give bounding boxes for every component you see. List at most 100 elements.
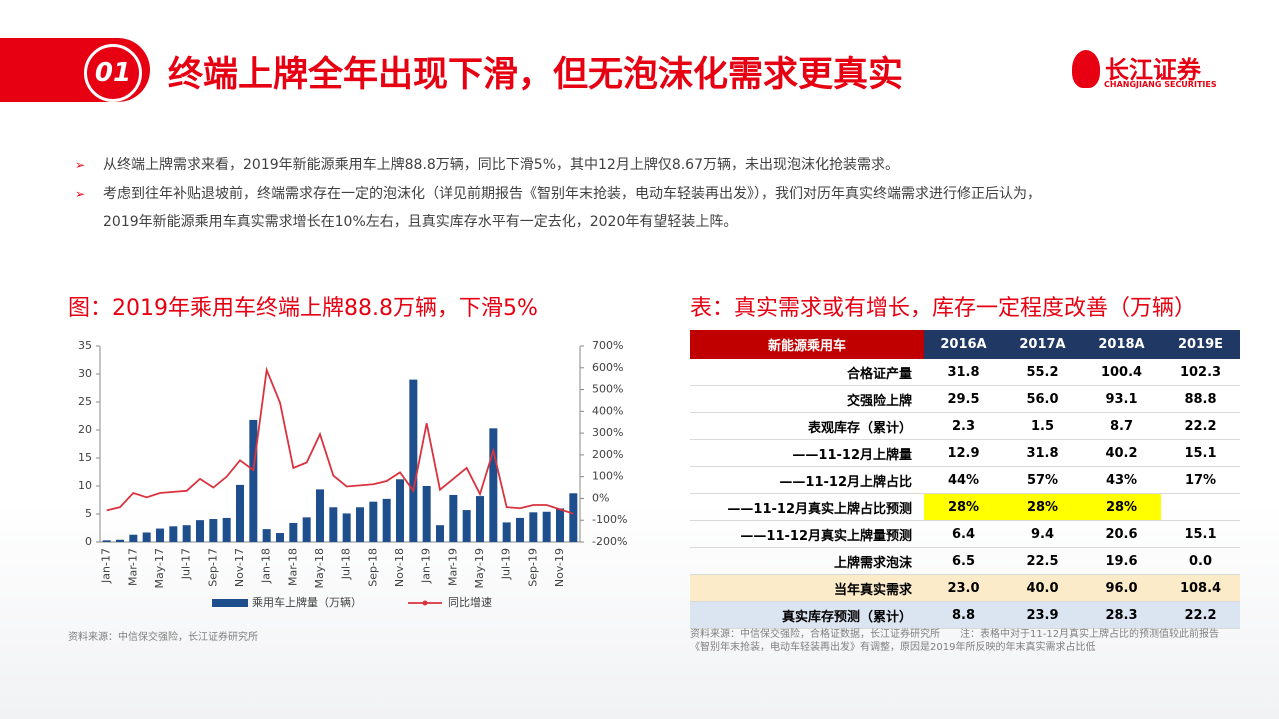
section-number: 01 — [84, 44, 142, 102]
table-cell: 17% — [1161, 466, 1240, 494]
table-row: 上牌需求泡沫 6.5 22.5 19.6 0.0 — [690, 547, 1240, 575]
x-tick-label: Jul-17 — [180, 548, 193, 580]
y-tick-label: 20 — [78, 423, 92, 436]
legend-label: 乘用车上牌量（万辆） — [252, 595, 362, 609]
x-tick-label: Sep-17 — [206, 548, 219, 587]
table-cell: 28% — [1082, 493, 1161, 521]
table-row: 当年真实需求 23.0 40.0 96.0 108.4 — [690, 574, 1240, 602]
table-cell: 23.0 — [924, 574, 1003, 602]
table-cell — [1161, 493, 1240, 521]
y-tick-label: 10 — [78, 479, 92, 492]
header-cell: 2019E — [1161, 330, 1240, 359]
table-cell: ——11-12月真实上牌占比预测 — [690, 493, 924, 521]
header-cell: 2018A — [1082, 330, 1161, 359]
bar — [542, 511, 551, 542]
chart-source: 资料来源：中信保交强险，长江证券研究所 — [68, 632, 258, 643]
x-tick-label: Mar-18 — [286, 548, 299, 586]
table-cell: 28% — [924, 493, 1003, 521]
bar — [449, 494, 458, 542]
bar — [209, 519, 218, 542]
legend-swatch — [212, 599, 248, 607]
table-cell: 表观库存（累计） — [690, 412, 924, 440]
table-cell: 8.7 — [1082, 412, 1161, 440]
bar — [142, 532, 151, 542]
bar — [249, 419, 258, 542]
bar — [329, 507, 338, 542]
bullet-text: 从终端上牌需求来看，2019年新能源乘用车上牌88.8万辆，同比下滑5%，其中1… — [103, 157, 899, 173]
x-tick-label: Jul-18 — [340, 548, 353, 580]
y2-tick-label: 400% — [592, 404, 623, 417]
bar — [182, 525, 191, 542]
table-cell: 15.1 — [1161, 439, 1240, 467]
table-cell: 12.9 — [924, 439, 1003, 467]
bar — [129, 534, 138, 542]
table-cell: 22.2 — [1161, 412, 1240, 440]
table-cell: 上牌需求泡沫 — [690, 547, 924, 575]
x-tick-label: Jan-17 — [100, 548, 113, 584]
table-cell: 43% — [1082, 466, 1161, 494]
table-cell: 22.5 — [1003, 547, 1082, 575]
y2-tick-label: 0% — [592, 491, 609, 504]
bar — [476, 496, 484, 542]
table-cell: 108.4 — [1161, 574, 1240, 602]
bar — [516, 517, 524, 542]
logo-subtext: CHANGJIANG SECURITIES — [1104, 80, 1217, 89]
table-cell: 20.6 — [1082, 520, 1161, 548]
bar — [382, 498, 391, 542]
y-tick-label: 0 — [85, 535, 92, 548]
table-cell: 29.5 — [924, 385, 1003, 413]
table-row: ——11-12月真实上牌占比预测 28% 28% 28% — [690, 493, 1240, 521]
table-source: 资料来源：中信保交强险，合格证数据，长江证券研究所 注：表格中对于11-12月真… — [690, 629, 1220, 653]
chart: 0 5 10 15 20 25 30 35 -200% -100% 0% 100% 200% 300% 40… — [78, 339, 627, 609]
x-tick-label: Nov-18 — [393, 548, 406, 587]
bullet-text: 考虑到往年补贴退坡前，终端需求存在一定的泡沫化（详见前期报告《智别年末抢装，电动… — [103, 186, 1041, 230]
bullet: ➢ 从终端上牌需求来看，2019年新能源乘用车上牌88.8万辆，同比下滑5%，其中… — [75, 151, 1075, 179]
table-row: 真实库存预测（累计） 8.8 23.9 28.3 22.2 — [690, 601, 1240, 629]
x-tick-label: Nov-17 — [233, 548, 246, 587]
bar — [116, 539, 124, 542]
header-cell: 2016A — [924, 330, 1003, 359]
table-cell: 57% — [1003, 466, 1082, 494]
table-row: ——11-12月真实上牌量预测 6.4 9.4 20.6 15.1 — [690, 520, 1240, 548]
bar — [342, 513, 351, 542]
y2-tick-label: 600% — [592, 361, 623, 374]
y-tick-label: 25 — [78, 395, 92, 408]
table-cell: 19.6 — [1082, 547, 1161, 575]
table-cell: 合格证产量 — [690, 359, 924, 386]
bar — [409, 379, 418, 542]
bar — [276, 533, 284, 542]
table-row: ——11-12月上牌量 12.9 31.8 40.2 15.1 — [690, 439, 1240, 467]
table-cell: 40.2 — [1082, 439, 1161, 467]
y2-tick-label: 100% — [592, 470, 623, 483]
bar — [316, 489, 324, 542]
legend-marker — [422, 600, 428, 606]
bar — [556, 508, 564, 542]
y2-tick-label: 700% — [592, 339, 623, 352]
table-cell: 100.4 — [1082, 359, 1161, 386]
table-cell: 1.5 — [1003, 412, 1082, 440]
logo-text: 长江证券 — [1105, 56, 1201, 84]
table-cell: 当年真实需求 — [690, 574, 924, 602]
table-cell: 31.8 — [1003, 439, 1082, 467]
y2-tick-label: -200% — [592, 535, 627, 548]
x-tick-label: May-19 — [473, 548, 486, 589]
table-row: 交强险上牌 29.5 56.0 93.1 88.8 — [690, 385, 1240, 413]
bar — [102, 540, 111, 542]
bar — [236, 484, 244, 542]
y-tick-label: 15 — [78, 451, 92, 464]
bullet: ➢ 考虑到往年补贴退坡前，终端需求存在一定的泡沫化（详见前期报告《智别年末抢装，电… — [75, 180, 1075, 236]
table-cell: 40.0 — [1003, 574, 1082, 602]
table-cell: 96.0 — [1082, 574, 1161, 602]
table-title: 表：真实需求或有增长，库存一定程度改善（万辆） — [690, 296, 1197, 321]
table-cell: 6.5 — [924, 547, 1003, 575]
y-tick-label: 5 — [85, 507, 92, 520]
bar — [262, 529, 271, 542]
x-tick-label: Nov-19 — [553, 548, 566, 587]
table-row: 表观库存（累计） 2.3 1.5 8.7 22.2 — [690, 412, 1240, 440]
y2-tick-label: 200% — [592, 448, 623, 461]
table-cell: 88.8 — [1161, 385, 1240, 413]
table-cell: 93.1 — [1082, 385, 1161, 413]
bar — [369, 501, 378, 542]
bar — [489, 428, 498, 542]
y-tick-label: 30 — [78, 367, 92, 380]
